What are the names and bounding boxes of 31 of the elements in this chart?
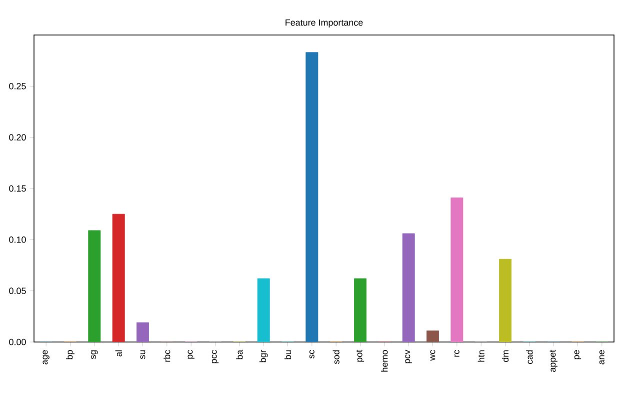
- x-tick-label: sg: [91, 350, 98, 359]
- x-tick-label: ba: [236, 350, 243, 360]
- x-tick-label: appet: [550, 350, 558, 372]
- y-tick-label: 0.25: [9, 82, 26, 90]
- x-tick-label: htn: [478, 350, 484, 362]
- x-tick-label: bp: [66, 350, 74, 360]
- x-tick-label: ane: [599, 350, 604, 364]
- x-tick-label: pot: [356, 350, 364, 362]
- x-tick-label: hemo: [381, 350, 388, 372]
- x-tick-label: pe: [574, 350, 582, 360]
- x-tick-label: pcv: [405, 350, 412, 364]
- x-tick-label: sod: [332, 350, 340, 364]
- x-tick-label: bgr: [259, 350, 268, 362]
- x-tick-label: rbc: [164, 350, 170, 362]
- x-tick-label: sc: [309, 350, 314, 358]
- x-tick-label: pcc: [212, 350, 219, 364]
- chart-title: Feature Importance: [286, 19, 363, 28]
- y-tick-label: 0.10: [9, 236, 26, 243]
- x-tick-label: su: [140, 350, 146, 359]
- y-tick-label: 0.05: [9, 288, 26, 294]
- y-tick-label: 0.15: [9, 185, 26, 192]
- x-tick-label: dm: [502, 350, 509, 362]
- x-tick-label: bu: [284, 350, 292, 360]
- x-tick-label: cad: [526, 350, 533, 364]
- y-tick-label: 0.00: [9, 338, 26, 346]
- x-tick-label: wc: [430, 350, 436, 361]
- x-tick-label: rc: [454, 350, 460, 357]
- x-tick-label: age: [42, 350, 50, 364]
- y-tick-label: 0.20: [9, 134, 26, 141]
- x-tick-label: pc: [188, 350, 194, 359]
- x-tick-label: al: [115, 350, 122, 356]
